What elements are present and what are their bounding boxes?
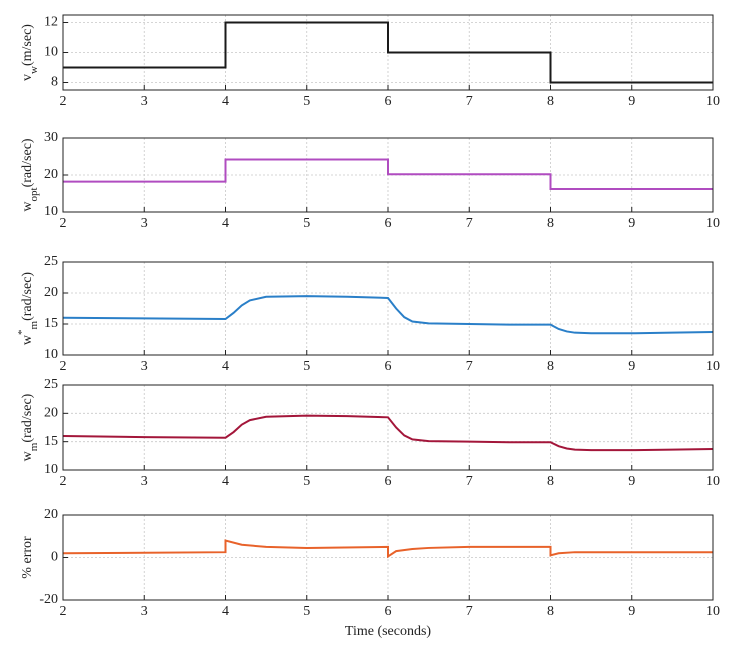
x-tick-label: 3 — [141, 94, 148, 109]
y-axis-label-unit: (m/sec) — [20, 24, 35, 66]
x-tick-label: 2 — [60, 604, 67, 619]
y-axis-label: vw(m/sec) — [20, 24, 39, 81]
x-tick-label: 8 — [547, 474, 554, 489]
data-line — [62, 295, 714, 335]
x-tick-label: 5 — [303, 604, 310, 619]
y-axis-label-sub: m — [28, 442, 40, 451]
x-tick-label: 4 — [222, 474, 229, 489]
axes-frame — [62, 14, 714, 91]
x-tick-label: 3 — [141, 474, 148, 489]
x-axis-label: Time (seconds) — [345, 624, 432, 639]
x-tick-label: 7 — [466, 216, 473, 231]
x-tick-label: 5 — [303, 359, 310, 374]
y-axis-label: wopt(rad/sec) — [20, 138, 39, 211]
y-axis-label: % error — [20, 536, 35, 579]
x-tick-label: 10 — [706, 94, 720, 109]
x-tick-label: 6 — [385, 604, 392, 619]
y-tick-label: 10 — [44, 462, 58, 477]
x-tick-label: 4 — [222, 94, 229, 109]
y-axis-label-sup: * — [16, 329, 28, 335]
data-line — [63, 21, 713, 84]
axes-frame — [62, 261, 714, 356]
x-tick-label: 9 — [628, 359, 635, 374]
y-axis-label-base: w — [20, 201, 35, 212]
x-tick-label: 8 — [547, 604, 554, 619]
axes-frame — [62, 514, 714, 601]
x-tick-label: 4 — [222, 359, 229, 374]
x-tick-label: 3 — [141, 216, 148, 231]
x-tick-label: 3 — [141, 359, 148, 374]
x-tick-label: 2 — [60, 359, 67, 374]
y-axis-label-base: w — [20, 450, 35, 461]
x-tick-label: 8 — [547, 216, 554, 231]
data-line — [62, 414, 714, 452]
y-axis-label-sub: opt — [28, 187, 40, 201]
x-tick-label: 3 — [141, 604, 148, 619]
x-tick-label: 4 — [222, 216, 229, 231]
x-tick-label: 5 — [303, 94, 310, 109]
y-tick-label: 20 — [44, 507, 58, 522]
axes-frame — [62, 137, 714, 213]
x-tick-label: 10 — [706, 359, 720, 374]
x-tick-label: 10 — [706, 216, 720, 231]
x-tick-label: 2 — [60, 474, 67, 489]
x-tick-label: 10 — [706, 604, 720, 619]
y-tick-label: 25 — [44, 254, 58, 269]
y-tick-label: 25 — [44, 377, 58, 392]
y-axis-label-unit: (rad/sec) — [20, 138, 35, 187]
x-tick-label: 2 — [60, 216, 67, 231]
x-tick-label: 5 — [303, 216, 310, 231]
y-tick-label: 20 — [44, 285, 58, 300]
x-tick-label: 10 — [706, 474, 720, 489]
x-tick-label: 7 — [466, 474, 473, 489]
y-tick-label: 15 — [44, 316, 58, 331]
x-tick-label: 6 — [385, 359, 392, 374]
x-tick-label: 9 — [628, 216, 635, 231]
x-tick-label: 9 — [628, 474, 635, 489]
data-line — [62, 539, 713, 559]
y-tick-label: 10 — [44, 204, 58, 219]
x-tick-label: 9 — [628, 604, 635, 619]
x-tick-label: 8 — [547, 94, 554, 109]
y-axis-label-unit: (rad/sec) — [20, 393, 35, 442]
data-line — [63, 158, 713, 191]
x-tick-label: 7 — [466, 604, 473, 619]
x-tick-label: 7 — [466, 94, 473, 109]
y-tick-label: 8 — [51, 75, 58, 90]
x-tick-label: 5 — [303, 474, 310, 489]
y-tick-label: -20 — [39, 592, 58, 607]
y-tick-label: 0 — [51, 550, 58, 565]
axes-frame — [62, 384, 714, 471]
y-tick-label: 10 — [44, 347, 58, 362]
y-axis-label-sub: m — [28, 320, 40, 329]
x-tick-label: 6 — [385, 216, 392, 231]
x-tick-label: 8 — [547, 359, 554, 374]
y-tick-label: 10 — [44, 45, 58, 60]
y-tick-label: 15 — [44, 434, 58, 449]
y-axis-label-sub: w — [28, 66, 40, 74]
x-tick-label: 9 — [628, 94, 635, 109]
y-tick-label: 30 — [44, 130, 58, 145]
y-tick-label: 12 — [44, 15, 58, 30]
y-axis-label-base: w — [20, 334, 35, 345]
x-tick-label: 6 — [385, 474, 392, 489]
x-tick-label: 2 — [60, 94, 67, 109]
x-tick-label: 6 — [385, 94, 392, 109]
y-axis-label-base: v — [20, 74, 35, 81]
y-axis-label: w*m(rad/sec) — [16, 272, 40, 345]
y-tick-label: 20 — [44, 167, 58, 182]
x-tick-label: 4 — [222, 604, 229, 619]
y-tick-label: 20 — [44, 406, 58, 421]
x-tick-label: 7 — [466, 359, 473, 374]
y-axis-label-unit: (rad/sec) — [20, 272, 35, 321]
y-axis-label: wm(rad/sec) — [20, 393, 39, 461]
